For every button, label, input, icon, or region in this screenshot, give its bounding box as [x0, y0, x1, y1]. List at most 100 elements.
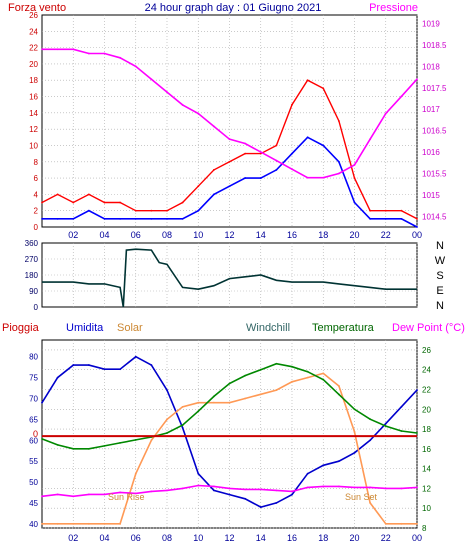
- right-tick-label: 1015.5: [422, 169, 447, 178]
- left-tick-label: 24: [29, 27, 38, 36]
- humidity-point: [291, 493, 293, 496]
- humidity-point: [119, 368, 122, 371]
- temperature-point: [228, 382, 231, 385]
- left-tick-label: 45: [29, 499, 38, 508]
- wind-avg-point: [150, 217, 153, 220]
- x-tick-label: 08: [162, 533, 172, 543]
- bottom-x-ticks: 02 04 06 08 10 12 14 16 18 20 22 00: [68, 533, 422, 543]
- x-tick-label: 18: [318, 533, 328, 543]
- pressure-point: [244, 142, 247, 145]
- temperature-point: [400, 430, 403, 432]
- humidity-point: [228, 493, 231, 496]
- middle-series: [42, 248, 417, 308]
- left-tick-label: 10: [29, 141, 38, 150]
- left-tick-label: 6: [34, 174, 39, 183]
- x-tick-label: 20: [349, 533, 359, 543]
- dewpoint-point: [212, 485, 215, 488]
- left-tick-label: 2: [34, 207, 39, 216]
- direction-letter: N: [436, 240, 444, 252]
- left-tick-label: 40: [29, 520, 38, 529]
- wind-gust-point: [212, 169, 215, 171]
- pressure-point: [228, 138, 231, 141]
- left-tick-label: 26: [29, 11, 38, 20]
- dewpoint-point: [275, 489, 278, 492]
- solar-point: [369, 502, 372, 504]
- label-dewpoint: Dew Point (°C): [392, 322, 465, 334]
- pressure-point: [353, 163, 356, 166]
- wind-avg-point: [275, 169, 278, 171]
- direction-letter: W: [435, 255, 446, 267]
- x-tick-label: 16: [287, 533, 297, 543]
- humidity-point: [306, 472, 309, 475]
- dewpoint-point: [197, 484, 200, 487]
- temperature-point: [384, 425, 387, 427]
- wind-gust-point: [322, 87, 325, 90]
- wind-gust-point: [275, 144, 278, 147]
- top-series: [41, 48, 418, 228]
- x-tick-label: 22: [381, 230, 391, 240]
- dewpoint-point: [41, 495, 43, 498]
- x-tick-label: 14: [256, 230, 266, 240]
- humidity-point: [369, 439, 372, 442]
- humidity-point: [134, 355, 137, 358]
- pressure-point: [291, 168, 293, 171]
- right-tick-label: 20: [422, 405, 431, 414]
- humidity-point: [416, 389, 418, 392]
- x-tick-label: 14: [256, 533, 266, 543]
- solar-point: [56, 522, 59, 525]
- humidity-point: [400, 405, 403, 408]
- top-left-label: Forza vento: [8, 2, 66, 14]
- wind-gust-point: [416, 217, 418, 220]
- solar-point: [275, 389, 278, 392]
- temperature-point: [103, 444, 106, 447]
- dewpoint-point: [291, 490, 293, 493]
- wind-avg-point: [119, 217, 122, 220]
- wind-gust-point: [400, 209, 403, 212]
- direction-letter: N: [436, 300, 444, 312]
- top-grid: [42, 15, 418, 227]
- pressure-point: [369, 138, 372, 141]
- wind-avg-point: [400, 217, 403, 220]
- right-tick-label: 8: [422, 524, 427, 533]
- wind-avg-point: [291, 152, 293, 155]
- left-tick-label: 0: [34, 223, 39, 232]
- label-temperatura: Temperatura: [312, 322, 375, 334]
- direction-tick-label: 90: [29, 287, 38, 296]
- dewpoint-point: [119, 491, 122, 494]
- left-tick-label: 75: [29, 374, 38, 383]
- dewpoint-point: [181, 487, 184, 490]
- label-solar: Solar: [117, 322, 143, 334]
- temperature-point: [306, 370, 309, 373]
- direction-tick-label: 180: [25, 271, 39, 280]
- temperature-point: [212, 395, 215, 398]
- wind-gust-point: [87, 193, 90, 196]
- solar-point: [353, 431, 356, 433]
- temperature-point: [291, 365, 293, 368]
- temperature-point: [337, 393, 340, 396]
- solar-point: [41, 522, 43, 525]
- wind-avg-point: [181, 217, 184, 220]
- x-tick-label: 12: [224, 533, 234, 543]
- wind-gust-point: [166, 209, 168, 212]
- left-tick-label: 50: [29, 478, 38, 487]
- pressure-point: [400, 95, 403, 98]
- solar-point: [384, 522, 387, 525]
- right-tick-label: 14: [422, 465, 431, 474]
- left-tick-label: 60: [29, 436, 38, 445]
- humidity-point: [337, 460, 340, 463]
- dewpoint-point: [244, 488, 247, 491]
- solar-point: [181, 405, 184, 408]
- temperature-point: [416, 432, 418, 434]
- x-tick-label: 10: [193, 533, 203, 543]
- wind-gust-point: [228, 160, 231, 163]
- humidity-point: [244, 497, 247, 500]
- humidity-point: [87, 364, 90, 366]
- dewpoint-point: [384, 487, 387, 490]
- temperature-point: [181, 424, 184, 426]
- pressure-point: [322, 176, 325, 179]
- wind-avg-point: [384, 217, 387, 220]
- x-tick-label: 18: [318, 230, 328, 240]
